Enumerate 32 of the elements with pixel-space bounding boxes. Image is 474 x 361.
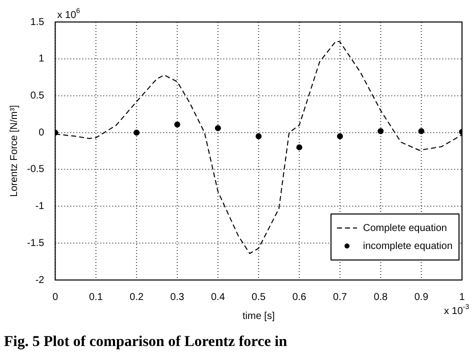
legend-label: incomplete equation [363, 240, 453, 252]
caption: Fig. 5 Plot of comparison of Lorentz force in [4, 334, 288, 351]
point [296, 144, 302, 150]
point [214, 125, 221, 132]
y-tick-label: -2 [35, 274, 45, 286]
x-tick-label: 0.3 [170, 292, 185, 303]
y-tick-label: -1.5 [26, 238, 45, 249]
y-tick-label: -0.5 [26, 164, 45, 176]
point [378, 128, 384, 134]
point [336, 133, 343, 140]
x-tick-label: 0 [52, 292, 58, 303]
y-tick-label: 0.5 [30, 90, 45, 102]
x-tick-label: 0.8 [374, 292, 388, 303]
legend-label: Complete equation [363, 222, 447, 234]
x-tick-label: 0.1 [88, 292, 104, 303]
y-tick-label: 1 [38, 54, 45, 65]
y-tick-label: -1 [35, 201, 45, 212]
point [418, 128, 424, 134]
x-tick-label: 0.6 [292, 292, 307, 303]
point [134, 130, 140, 136]
x-tick-label: 0.9 [414, 292, 429, 303]
y-axis-title: Lorentz Force [N/m³] [8, 104, 20, 197]
x-axis-title: time [s] [242, 310, 275, 322]
y-tick-label: 0 [38, 127, 45, 138]
y-tick-label: 1.5 [30, 16, 45, 28]
x-tick-label: 0.7 [333, 292, 348, 303]
x-tick-label: 1 [459, 292, 466, 303]
x-tick-label: 0.4 [210, 292, 226, 303]
point [256, 133, 262, 140]
x-tick-label: 0.2 [130, 292, 144, 303]
point [174, 121, 180, 128]
x-tick-label: 0.5 [252, 292, 266, 303]
